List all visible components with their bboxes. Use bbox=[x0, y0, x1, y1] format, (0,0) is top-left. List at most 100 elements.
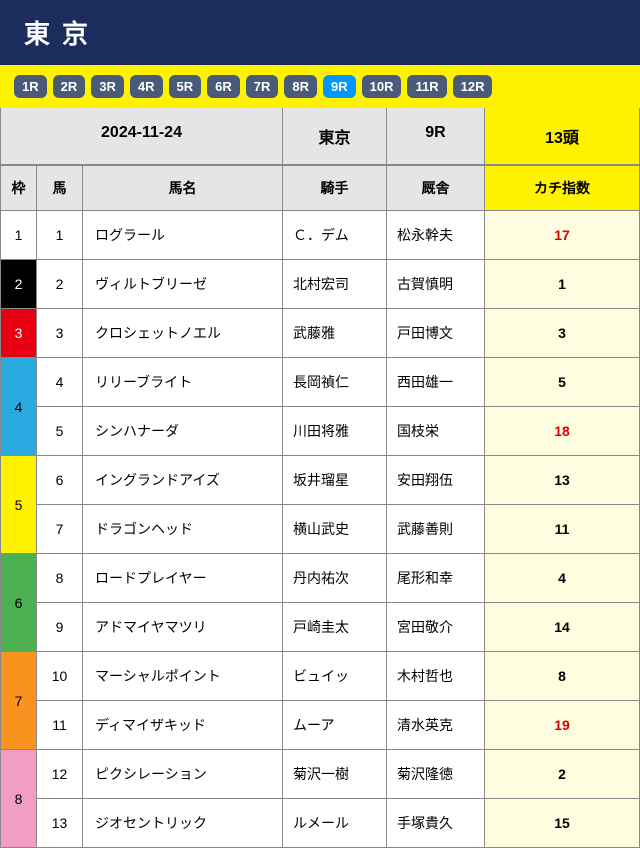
stable-cell: 安田翔伍 bbox=[387, 456, 485, 505]
table-row: 44リリーブライト長岡禎仁西田雄一5 bbox=[1, 358, 640, 407]
race-tab-8R[interactable]: 8R bbox=[284, 75, 317, 98]
jockey-cell: 菊沢一樹 bbox=[283, 750, 387, 799]
name-cell: ロードプレイヤー bbox=[83, 554, 283, 603]
race-tab-11R[interactable]: 11R bbox=[407, 75, 446, 98]
jockey-cell: 丹内祐次 bbox=[283, 554, 387, 603]
meta-venue: 東京 bbox=[283, 108, 387, 164]
index-cell: 17 bbox=[485, 211, 640, 260]
uma-cell: 9 bbox=[37, 603, 83, 652]
venue-header: 東京 bbox=[0, 0, 640, 65]
index-cell: 13 bbox=[485, 456, 640, 505]
col-name-header: 馬名 bbox=[83, 166, 283, 211]
race-tabs: 1R 2R3R 4R 5R6R 7R8R 9R 10R11R 12R bbox=[0, 65, 640, 108]
table-row: 11ログラールＣ．デム松永幹夫17 bbox=[1, 211, 640, 260]
uma-cell: 3 bbox=[37, 309, 83, 358]
table-row: 56イングランドアイズ坂井瑠星安田翔伍13 bbox=[1, 456, 640, 505]
uma-cell: 4 bbox=[37, 358, 83, 407]
waku-cell: 4 bbox=[1, 358, 37, 456]
race-tab-12R[interactable]: 12R bbox=[453, 75, 493, 98]
name-cell: ディマイザキッド bbox=[83, 701, 283, 750]
waku-cell: 1 bbox=[1, 211, 37, 260]
stable-cell: 尾形和幸 bbox=[387, 554, 485, 603]
jockey-cell: 北村宏司 bbox=[283, 260, 387, 309]
name-cell: クロシェットノエル bbox=[83, 309, 283, 358]
col-uma-header: 馬 bbox=[37, 166, 83, 211]
index-cell: 4 bbox=[485, 554, 640, 603]
index-cell: 8 bbox=[485, 652, 640, 701]
name-cell: イングランドアイズ bbox=[83, 456, 283, 505]
index-cell: 15 bbox=[485, 799, 640, 848]
uma-cell: 13 bbox=[37, 799, 83, 848]
meta-row: 2024-11-24 東京 9R 13頭 bbox=[0, 108, 640, 165]
jockey-cell: ビュイッ bbox=[283, 652, 387, 701]
meta-date: 2024-11-24 bbox=[1, 108, 283, 164]
uma-cell: 2 bbox=[37, 260, 83, 309]
stable-cell: 手塚貴久 bbox=[387, 799, 485, 848]
uma-cell: 7 bbox=[37, 505, 83, 554]
waku-cell: 8 bbox=[1, 750, 37, 848]
waku-cell: 5 bbox=[1, 456, 37, 554]
col-waku-header: 枠 bbox=[1, 166, 37, 211]
race-tab-3R[interactable]: 3R bbox=[91, 75, 124, 98]
col-jockey-header: 騎手 bbox=[283, 166, 387, 211]
race-tab-4R[interactable]: 4R bbox=[130, 75, 163, 98]
venue-title: 東京 bbox=[24, 19, 100, 49]
table-row: 22ヴィルトブリーゼ北村宏司古賀慎明1 bbox=[1, 260, 640, 309]
jockey-cell: ムーア bbox=[283, 701, 387, 750]
table-row: 68ロードプレイヤー丹内祐次尾形和幸4 bbox=[1, 554, 640, 603]
stable-cell: 武藤善則 bbox=[387, 505, 485, 554]
jockey-cell: ルメール bbox=[283, 799, 387, 848]
jockey-cell: Ｃ．デム bbox=[283, 211, 387, 260]
index-cell: 18 bbox=[485, 407, 640, 456]
stable-cell: 木村哲也 bbox=[387, 652, 485, 701]
col-index-header: カチ指数 bbox=[485, 166, 640, 211]
name-cell: ドラゴンヘッド bbox=[83, 505, 283, 554]
horse-table: 枠 馬 馬名 騎手 厩舎 カチ指数 11ログラールＣ．デム松永幹夫1722ヴィル… bbox=[0, 165, 640, 848]
table-row: 9アドマイヤマツリ戸崎圭太宮田敬介14 bbox=[1, 603, 640, 652]
table-row: 33クロシェットノエル武藤雅戸田博文3 bbox=[1, 309, 640, 358]
jockey-cell: 川田将雅 bbox=[283, 407, 387, 456]
race-tab-7R[interactable]: 7R bbox=[246, 75, 279, 98]
table-row: 5シンハナーダ川田将雅国枝栄18 bbox=[1, 407, 640, 456]
waku-cell: 2 bbox=[1, 260, 37, 309]
table-row: 13ジオセントリックルメール手塚貴久15 bbox=[1, 799, 640, 848]
stable-cell: 古賀慎明 bbox=[387, 260, 485, 309]
race-tab-1R[interactable]: 1R bbox=[14, 75, 47, 98]
race-tab-2R[interactable]: 2R bbox=[53, 75, 86, 98]
race-tab-10R[interactable]: 10R bbox=[362, 75, 402, 98]
race-tab-6R[interactable]: 6R bbox=[207, 75, 240, 98]
uma-cell: 1 bbox=[37, 211, 83, 260]
race-tab-9R[interactable]: 9R bbox=[323, 75, 356, 98]
waku-cell: 3 bbox=[1, 309, 37, 358]
index-cell: 11 bbox=[485, 505, 640, 554]
jockey-cell: 戸崎圭太 bbox=[283, 603, 387, 652]
meta-race: 9R bbox=[387, 108, 485, 164]
name-cell: アドマイヤマツリ bbox=[83, 603, 283, 652]
index-cell: 1 bbox=[485, 260, 640, 309]
stable-cell: 宮田敬介 bbox=[387, 603, 485, 652]
name-cell: リリーブライト bbox=[83, 358, 283, 407]
name-cell: シンハナーダ bbox=[83, 407, 283, 456]
table-row: 812ピクシレーション菊沢一樹菊沢隆徳2 bbox=[1, 750, 640, 799]
uma-cell: 8 bbox=[37, 554, 83, 603]
uma-cell: 10 bbox=[37, 652, 83, 701]
table-row: 710マーシャルポイントビュイッ木村哲也8 bbox=[1, 652, 640, 701]
jockey-cell: 坂井瑠星 bbox=[283, 456, 387, 505]
stable-cell: 戸田博文 bbox=[387, 309, 485, 358]
col-stable-header: 厩舎 bbox=[387, 166, 485, 211]
uma-cell: 12 bbox=[37, 750, 83, 799]
uma-cell: 6 bbox=[37, 456, 83, 505]
jockey-cell: 武藤雅 bbox=[283, 309, 387, 358]
index-cell: 19 bbox=[485, 701, 640, 750]
race-tab-5R[interactable]: 5R bbox=[169, 75, 202, 98]
name-cell: ログラール bbox=[83, 211, 283, 260]
table-row: 11ディマイザキッドムーア清水英克19 bbox=[1, 701, 640, 750]
index-cell: 3 bbox=[485, 309, 640, 358]
index-cell: 14 bbox=[485, 603, 640, 652]
waku-cell: 6 bbox=[1, 554, 37, 652]
stable-cell: 国枝栄 bbox=[387, 407, 485, 456]
name-cell: ヴィルトブリーゼ bbox=[83, 260, 283, 309]
waku-cell: 7 bbox=[1, 652, 37, 750]
jockey-cell: 長岡禎仁 bbox=[283, 358, 387, 407]
stable-cell: 西田雄一 bbox=[387, 358, 485, 407]
